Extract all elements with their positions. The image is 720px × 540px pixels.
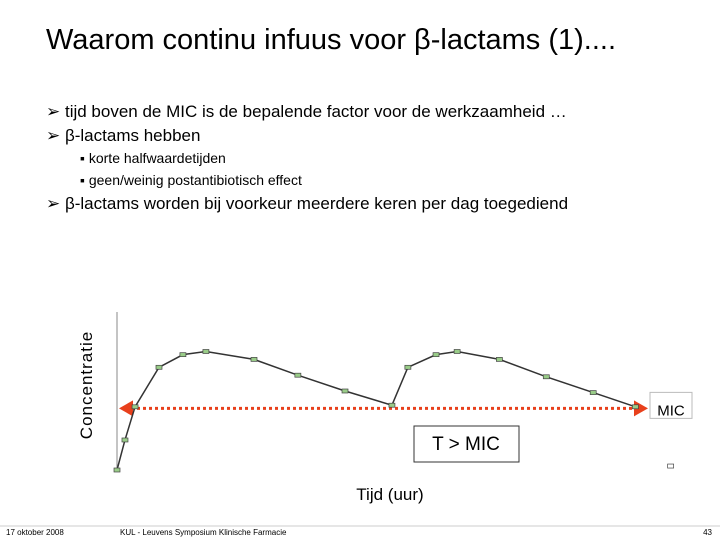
marker xyxy=(496,357,503,362)
marker xyxy=(121,437,129,443)
marker xyxy=(294,372,302,378)
bullet-text: tijd boven de MIC is de bepalende factor… xyxy=(64,102,567,121)
bullet-text: β-lactams worden bij voorkeur meerdere k… xyxy=(64,194,569,213)
mic-arrow-head xyxy=(119,400,133,417)
bullet-text: β-lactams hebben xyxy=(64,126,201,145)
x-axis-label: Tijd (uur) xyxy=(356,485,423,504)
annotation-box xyxy=(413,425,520,463)
marker xyxy=(453,349,461,354)
sub-bullet-text: geen/weinig postantibiotisch effect xyxy=(88,172,302,188)
page-number: 43 xyxy=(703,528,712,537)
marker xyxy=(388,402,396,408)
sub-bullet: ▪ korte halfwaardetijden xyxy=(80,150,226,166)
marker xyxy=(404,364,412,370)
footer-event: KUL - Leuvens Symposium Klinische Farmac… xyxy=(120,528,287,537)
bullet: ➢ tijd boven de MIC is de bepalende fact… xyxy=(46,102,567,121)
sub-bullet-text: korte halfwaardetijden xyxy=(88,150,226,166)
annotation: T > MIC xyxy=(432,434,500,455)
marker xyxy=(179,352,187,358)
marker xyxy=(632,404,639,410)
footer-date: 17 oktober 2008 xyxy=(6,528,64,537)
y-axis-label: Concentratie xyxy=(77,331,96,439)
sub-bullet: ▪ geen/weinig postantibiotisch effect xyxy=(80,172,302,188)
bullet: ➢ β-lactams hebben xyxy=(46,126,201,145)
marker xyxy=(202,349,210,354)
marker xyxy=(432,352,440,358)
marker xyxy=(250,357,258,362)
marker xyxy=(341,388,349,394)
marker xyxy=(542,374,550,380)
mic-label: MIC xyxy=(657,402,685,419)
marker xyxy=(667,463,674,469)
marker xyxy=(589,390,597,395)
marker xyxy=(155,364,163,370)
line xyxy=(116,350,636,471)
bullet: ➢ β-lactams worden bij voorkeur meerdere… xyxy=(46,194,569,213)
mic-arrow-head xyxy=(634,400,648,417)
slide-title: Waarom continu infuus voor β-lactams (1)… xyxy=(46,24,617,56)
marker xyxy=(113,467,121,473)
mic-label-box xyxy=(649,391,693,419)
marker xyxy=(131,404,139,410)
